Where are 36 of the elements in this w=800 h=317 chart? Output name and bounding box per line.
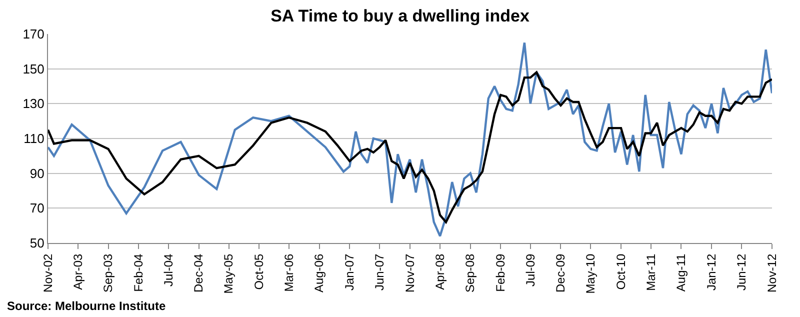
x-tick-label: Feb-09 [494,253,508,292]
y-tick-label: 110 [24,131,44,146]
x-tick-label: Apr-08 [432,253,447,290]
y-tick-label: 170 [22,26,44,42]
source-note: Source: Melbourne Institute [7,299,166,313]
x-tick-label: Jun-12 [734,253,749,291]
x-tick-label: Apr-03 [70,253,85,290]
x-tick-label: May-05 [222,253,236,294]
x-tick-label: Nov-12 [764,253,779,292]
chart-title: SA Time to buy a dwelling index [270,6,530,26]
y-tick-label: 150 [22,61,44,76]
x-tick-label: Nov-07 [402,253,417,292]
x-tick-label: Jul-09 [523,253,538,286]
y-tick-label: 70 [30,200,44,216]
x-tick-label: Nov-02 [40,253,55,292]
x-tick-label: Oct-10 [614,253,628,290]
x-tick-label: Jul-04 [161,253,176,286]
x-tick-label: Jan-12 [704,253,718,291]
x-tick-label: May-10 [584,253,598,294]
line-series [48,71,772,224]
x-tick-label: Dec-04 [192,253,206,292]
x-tick-label: Aug-06 [312,253,326,293]
line-series [48,42,772,238]
x-tick-label: Sep-08 [463,253,478,293]
x-tick-label: Feb-04 [131,253,146,292]
y-tick-label: 130 [22,96,44,112]
x-tick-label: Oct-05 [252,253,266,290]
x-tick-label: Jan-07 [342,253,357,291]
x-tick-label: Jun-07 [372,253,386,291]
y-tick-label: 90 [30,166,44,181]
x-tick-label: Mar-11 [644,253,658,291]
y-tick-label: 50 [30,236,44,251]
x-tick-label: Mar-06 [282,253,296,292]
x-tick-label: Sep-03 [101,253,116,293]
x-tick-label: Dec-09 [554,253,568,292]
x-tick-label: Aug-11 [674,253,688,292]
